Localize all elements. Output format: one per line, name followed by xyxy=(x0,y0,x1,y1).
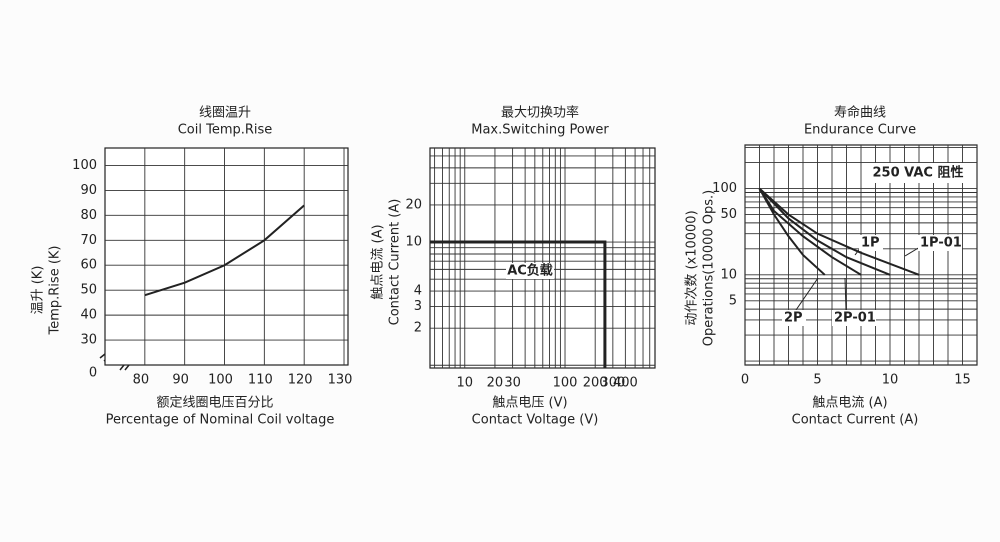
label-bg xyxy=(918,235,962,251)
x-axis-label: Percentage of Nominal Coil voltage xyxy=(106,413,335,428)
y-tick-label: 30 xyxy=(80,333,97,348)
y-tick-label: 2 xyxy=(414,321,422,336)
y-tick-label: 60 xyxy=(80,258,97,273)
series-line xyxy=(758,187,920,276)
y-tick-label: 100 xyxy=(712,181,737,196)
leader-line xyxy=(844,277,847,311)
x-tick-label: 20 xyxy=(487,376,504,391)
y-tick-label: 80 xyxy=(80,208,97,223)
origin-label: 0 xyxy=(89,366,97,381)
series-line xyxy=(430,240,607,368)
label-bg xyxy=(859,235,883,251)
x-tick-label: 10 xyxy=(456,376,473,391)
chart-subtitle: Max.Switching Power xyxy=(471,123,609,138)
chart-title: 寿命曲线 xyxy=(834,105,886,121)
x-tick-label: 110 xyxy=(248,373,273,388)
y-tick-label: 40 xyxy=(80,308,97,323)
chart-title: 线圈温升 xyxy=(199,106,251,121)
y-axis-label: 动作次数 (x10000) xyxy=(684,210,700,325)
x-axis-label: Contact Current (A) xyxy=(792,413,919,428)
y-tick-label: 5 xyxy=(729,293,737,308)
x-axis-label: Contact Voltage (V) xyxy=(472,413,599,428)
x-tick-label: 100 xyxy=(208,373,233,388)
x-tick-label: 0 xyxy=(741,373,749,388)
x-tick-label: 80 xyxy=(133,373,150,388)
y-tick-label: 3 xyxy=(414,299,422,314)
y-tick-label: 70 xyxy=(80,233,97,248)
y-tick-label: 50 xyxy=(80,283,97,298)
y-tick-label: 100 xyxy=(72,158,97,173)
series-line xyxy=(144,204,305,297)
leader-line xyxy=(795,277,819,311)
series-label: 1P xyxy=(861,236,880,251)
plot-frame xyxy=(104,147,349,366)
x-axis-label: 触点电压 (V) xyxy=(492,396,567,411)
series-label: 2P xyxy=(784,311,803,326)
label-bg xyxy=(832,310,876,326)
label-bg xyxy=(506,263,554,279)
y-tick-label: 20 xyxy=(405,197,422,212)
y-tick-label: 4 xyxy=(414,284,422,299)
chart-title: 最大切换功率 xyxy=(501,105,579,121)
x-axis-label: 额定线圈电压百分比 xyxy=(156,396,273,411)
y-axis-label: Temp.Rise (K) xyxy=(48,246,63,336)
y-axis-label: 触点电流 (A) xyxy=(371,224,386,299)
leader-line xyxy=(904,246,921,257)
x-axis-label: 触点电流 (A) xyxy=(812,396,887,411)
y-axis-label: Operations(10000 Ops.) xyxy=(702,190,717,347)
x-tick-label: 15 xyxy=(954,373,971,388)
chart-subtitle: Endurance Curve xyxy=(804,123,916,138)
x-tick-label: 120 xyxy=(288,373,313,388)
y-axis-label: Contact Current (A) xyxy=(388,199,403,326)
series-line xyxy=(758,188,826,276)
series-line xyxy=(758,187,891,276)
label-bg xyxy=(782,310,806,326)
label-bg xyxy=(862,163,974,183)
x-tick-label: 30 xyxy=(504,376,521,391)
y-tick-label: 90 xyxy=(80,183,97,198)
x-tick-label: 400 xyxy=(613,376,638,391)
annotation: 250 VAC 阻性 xyxy=(873,165,964,181)
y-tick-label: 50 xyxy=(720,207,737,222)
y-axis-label: 温升 (K) xyxy=(31,266,46,315)
x-tick-label: 10 xyxy=(882,373,899,388)
x-tick-label: 130 xyxy=(328,373,353,388)
series-label: 1P-01 xyxy=(920,236,962,251)
series-line xyxy=(758,188,862,276)
x-tick-label: 5 xyxy=(813,373,821,388)
chart-subtitle: Coil Temp.Rise xyxy=(178,123,273,138)
y-tick-label: 10 xyxy=(405,235,422,250)
x-tick-label: 200 xyxy=(583,376,608,391)
series-label: 2P-01 xyxy=(834,311,876,326)
y-tick-label: 10 xyxy=(720,267,737,282)
x-tick-label: 300 xyxy=(600,376,625,391)
x-tick-label: 90 xyxy=(172,373,189,388)
x-tick-label: 100 xyxy=(553,376,578,391)
annotation: AC负载 xyxy=(507,263,553,279)
